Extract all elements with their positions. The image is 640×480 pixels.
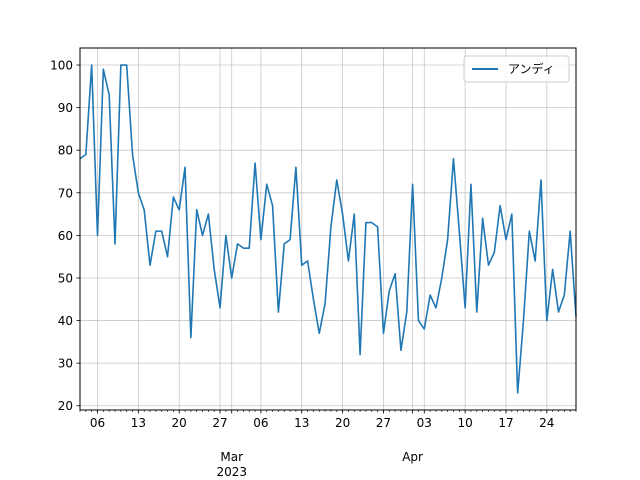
y-tick-label: 100 [50, 59, 73, 73]
x-tick-label: 24 [539, 416, 554, 430]
y-tick-label: 80 [58, 144, 73, 158]
x-tick-label: 13 [131, 416, 146, 430]
x-tick-label: 27 [212, 416, 227, 430]
legend: アンディ [463, 55, 570, 83]
grid-lines [80, 48, 576, 410]
y-tick-label: 90 [58, 101, 73, 115]
y-tick-label: 20 [58, 399, 73, 413]
axes-frame [79, 47, 577, 411]
x-tick-label: 03 [417, 416, 432, 430]
x-major-tick-label: Mar 2023 [216, 450, 247, 479]
x-tick-label: 27 [376, 416, 391, 430]
x-tick-label: 06 [253, 416, 268, 430]
legend-label: アンディ [508, 61, 555, 76]
y-tick-label: 70 [58, 186, 73, 200]
y-tick-label: 50 [58, 271, 73, 285]
x-tick-label: 06 [90, 416, 105, 430]
y-tick-label: 40 [58, 314, 73, 328]
y-tick-label: 30 [58, 357, 73, 371]
x-axis: 06 13 20 27 Mar 2023 06 13 20 27 Apr 03 10 17 24 [79, 410, 577, 479]
y-axis: 20 30 40 50 60 70 80 90 100 [50, 59, 80, 413]
x-major-tick-label: Apr [402, 450, 423, 464]
x-tick-label: 10 [457, 416, 472, 430]
legend-box [463, 55, 570, 83]
x-tick-label: 20 [172, 416, 187, 430]
x-tick-label: 20 [335, 416, 350, 430]
series-line [79, 64, 577, 394]
series-layer [79, 64, 577, 394]
x-tick-label: 13 [294, 416, 309, 430]
y-tick-label: 60 [58, 229, 73, 243]
x-tick-label: 17 [498, 416, 513, 430]
